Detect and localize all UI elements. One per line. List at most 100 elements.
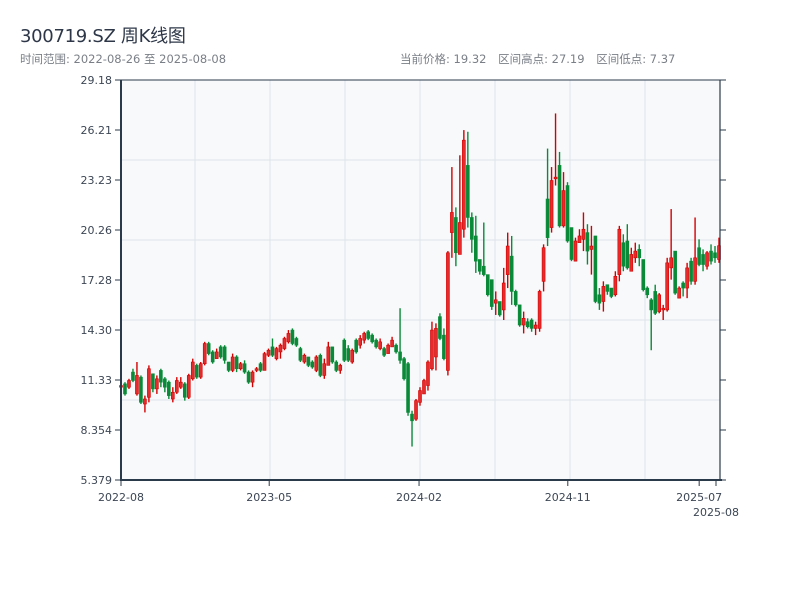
candle-body: [318, 354, 323, 376]
candle-body: [709, 250, 713, 262]
candle-body: [517, 304, 522, 326]
candle-body: [438, 316, 442, 339]
candle-body: [274, 348, 279, 359]
candle-up: [493, 291, 498, 315]
candle-body: [505, 245, 510, 275]
candle-body: [573, 240, 578, 262]
candle-body: [665, 262, 669, 311]
candle-up: [171, 387, 175, 403]
candle-body: [262, 353, 267, 371]
candle-body: [362, 333, 366, 341]
x-tick-label: 2022-08: [98, 491, 144, 504]
candle-body: [489, 279, 494, 307]
candle-up: [262, 351, 267, 371]
candle-body: [266, 349, 271, 356]
candle-body: [306, 356, 311, 366]
candle-body: [167, 381, 171, 396]
candle-body: [697, 247, 701, 265]
candle-body: [549, 180, 554, 228]
date-range-label: 时间范围: 2022-08-26 至 2025-08-08: [20, 52, 227, 66]
candle-body: [681, 282, 685, 289]
candle-up: [601, 281, 606, 312]
candle-body: [127, 380, 131, 388]
candle-body: [123, 383, 127, 395]
candle-body: [342, 339, 347, 361]
candle-up: [155, 375, 159, 394]
candle-down: [481, 222, 486, 277]
candle-body: [677, 287, 681, 299]
candle-body: [298, 348, 303, 361]
candle-up: [414, 398, 418, 421]
candle-down: [182, 382, 187, 401]
candle-up: [302, 353, 307, 364]
candle-down: [131, 368, 135, 383]
candle-body: [143, 398, 147, 405]
candle-up: [450, 167, 454, 258]
candle-body: [202, 343, 207, 364]
candle-down: [609, 287, 614, 299]
candle-body: [258, 363, 263, 371]
candle-up: [573, 237, 578, 262]
candle-body: [497, 301, 502, 316]
candle-body: [314, 356, 319, 371]
candle-body: [541, 247, 546, 282]
candle-up: [458, 155, 462, 255]
candle-body: [649, 299, 654, 311]
y-tick-label: 23.23: [81, 174, 113, 187]
candle-body: [434, 328, 438, 358]
candle-body: [561, 190, 566, 227]
candle-up: [418, 387, 422, 406]
candle-body: [206, 343, 211, 354]
candle-body: [613, 275, 618, 296]
candle-body: [625, 240, 630, 269]
candle-body: [454, 217, 458, 254]
current-price: 当前价格: 19.32: [400, 52, 487, 66]
candle-down: [354, 338, 359, 354]
y-tick-label: 20.26: [81, 224, 113, 237]
candle-up: [175, 377, 179, 394]
candle-body: [378, 341, 382, 349]
candle-body: [214, 351, 219, 359]
candle-down: [597, 288, 602, 310]
candle-body: [597, 294, 602, 304]
candle-up: [286, 330, 291, 344]
candle-down: [398, 308, 402, 364]
candle-body: [645, 287, 650, 296]
candle-down: [681, 281, 685, 297]
candle-body: [386, 344, 390, 354]
candle-up: [693, 217, 697, 285]
candle-body: [366, 331, 370, 339]
candle-up: [386, 343, 390, 354]
y-tick-label: 17.28: [81, 274, 113, 287]
candle-up: [338, 363, 343, 374]
candle-body: [282, 338, 287, 349]
candle-body: [406, 363, 410, 413]
candle-body: [513, 291, 518, 306]
candle-body: [151, 373, 155, 390]
candle-body: [358, 338, 363, 346]
candle-up: [430, 321, 434, 371]
candle-up: [214, 348, 219, 359]
candle-up: [350, 348, 355, 364]
candle-up: [669, 209, 673, 280]
candle-up: [521, 311, 526, 334]
y-tick-label: 11.33: [81, 374, 113, 387]
candle-body: [326, 346, 331, 366]
candle-down: [673, 250, 677, 295]
candle-body: [198, 363, 203, 378]
candle-down: [513, 289, 518, 307]
candle-down: [605, 284, 610, 295]
candle-down: [366, 330, 370, 341]
candle-up: [322, 358, 327, 379]
candle-down: [517, 304, 522, 327]
candle-body: [501, 282, 506, 311]
candle-up: [577, 229, 582, 243]
candle-up: [446, 251, 450, 376]
candle-body: [585, 232, 590, 252]
candle-up: [537, 289, 542, 332]
candle-up: [561, 172, 566, 228]
candle-up: [553, 113, 558, 186]
candle-up: [274, 346, 279, 361]
candle-down: [621, 234, 626, 272]
candle-down: [306, 356, 311, 368]
